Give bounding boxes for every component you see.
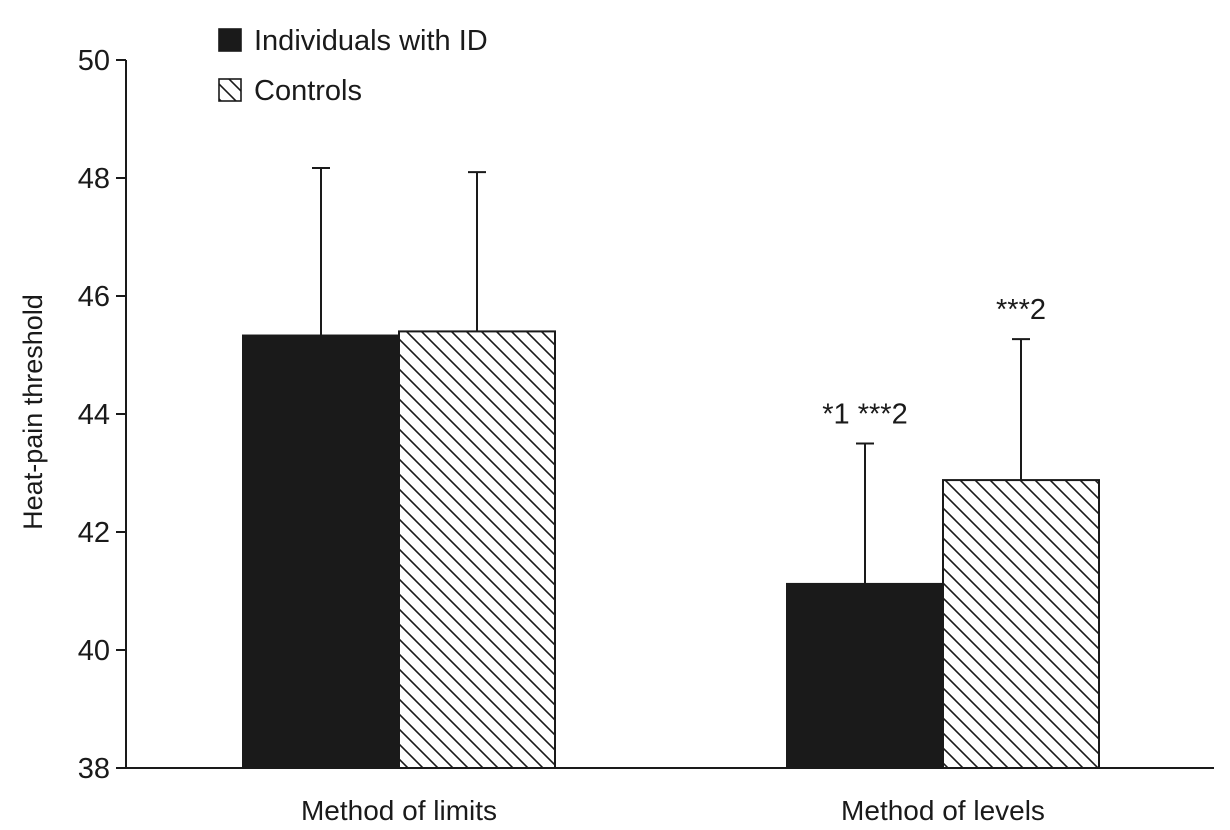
y-tick-label: 48 xyxy=(78,163,110,195)
y-tick-label: 40 xyxy=(78,635,110,667)
y-tick-label: 38 xyxy=(78,753,110,785)
y-tick-label: 42 xyxy=(78,517,110,549)
bar[interactable] xyxy=(786,582,944,769)
y-axis-label: Heat-pain threshold xyxy=(18,294,48,530)
legend-label: Controls xyxy=(254,75,362,107)
bars-layer: *1 ***2 ***2 xyxy=(242,166,1100,769)
bar[interactable] xyxy=(942,479,1100,769)
x-category-label: Method of limits xyxy=(301,795,497,826)
legend-label: Individuals with ID xyxy=(254,25,488,57)
axes-layer: 38 40 42 44 46 48 50 Heat-pain threshold Method … xyxy=(18,45,1214,826)
bar[interactable] xyxy=(398,330,556,769)
bar[interactable] xyxy=(242,334,400,769)
y-tick-label: 50 xyxy=(78,45,110,77)
y-tick-label: 46 xyxy=(78,281,110,313)
legend-swatch xyxy=(218,28,242,52)
significance-annotation: ***2 xyxy=(996,294,1046,326)
legend-swatch xyxy=(218,78,242,102)
significance-annotation: *1 ***2 xyxy=(822,399,907,431)
x-category-label: Method of levels xyxy=(841,795,1045,826)
legend: Individuals with ID Controls xyxy=(218,25,488,107)
y-tick-label: 44 xyxy=(78,399,110,431)
